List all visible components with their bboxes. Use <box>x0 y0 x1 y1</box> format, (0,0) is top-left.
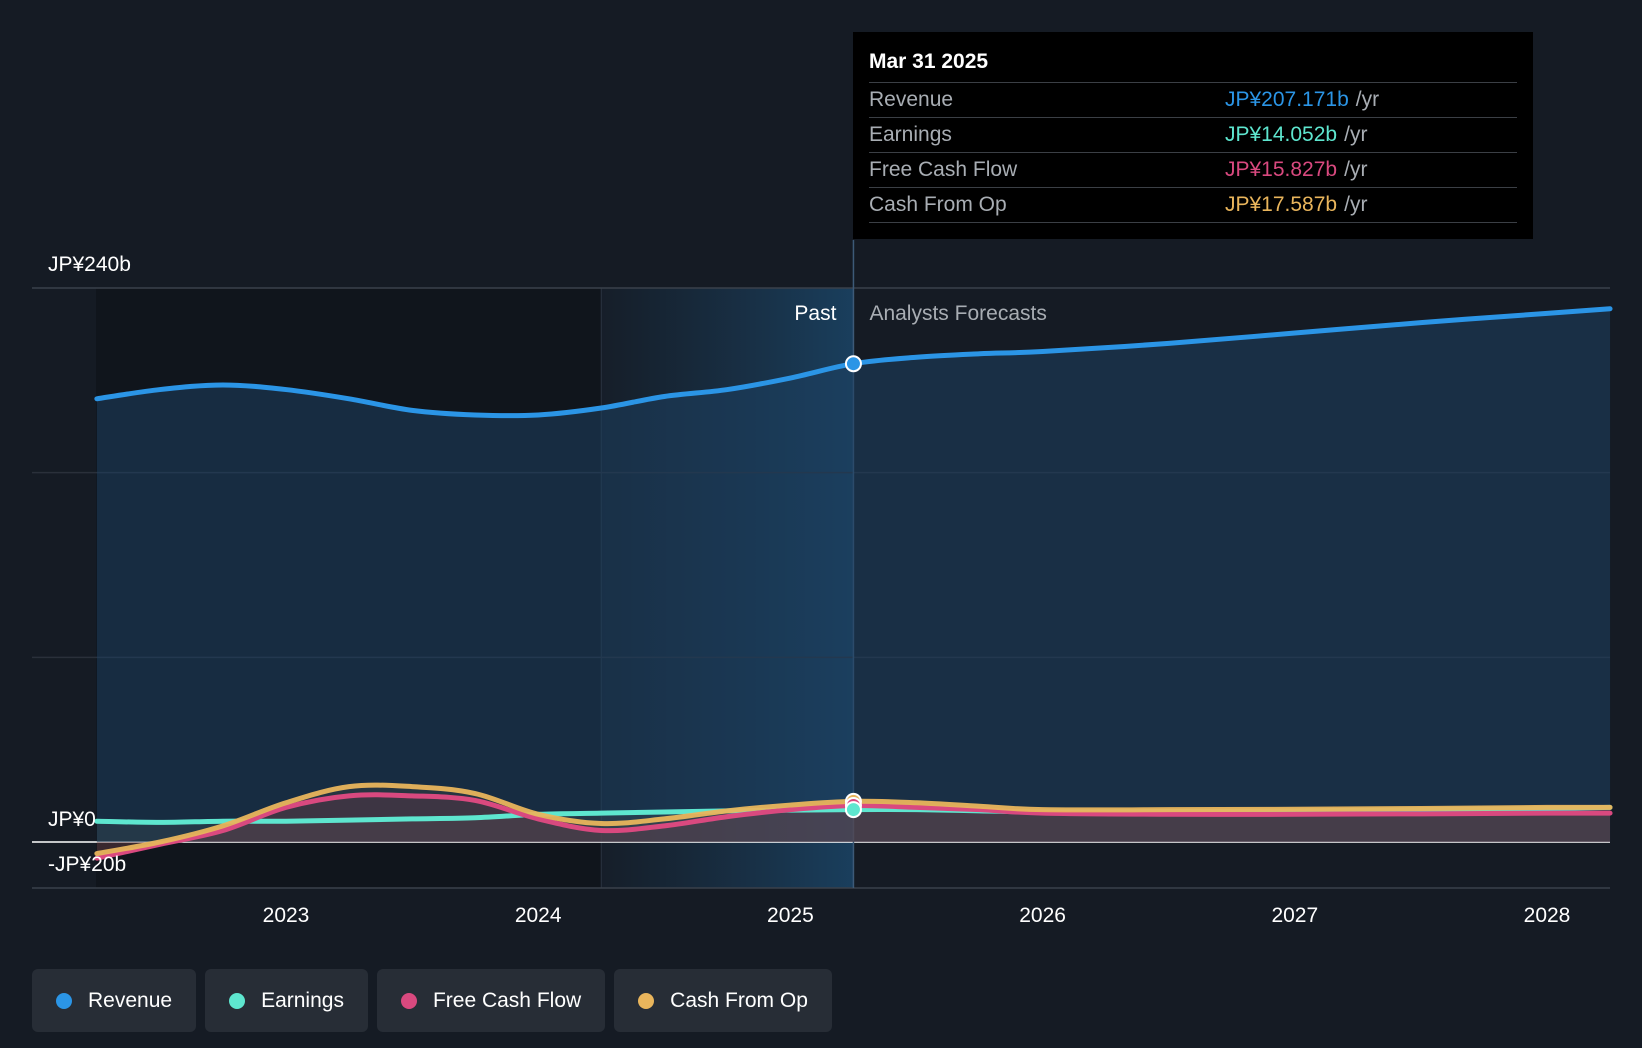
tooltip-unit: /yr <box>1344 123 1368 146</box>
tooltip-unit: /yr <box>1344 158 1368 181</box>
tooltip-row-cash-from-op: Cash From Op JP¥17.587b /yr <box>869 187 1517 223</box>
series-line <box>94 792 1613 861</box>
tooltip-value: JP¥17.587b <box>1225 193 1338 216</box>
tooltip-label: Revenue <box>869 88 954 111</box>
legend-dot-icon <box>638 992 655 1009</box>
tooltip-value: JP¥15.827b <box>1225 158 1338 181</box>
legend-dot-icon <box>229 992 246 1009</box>
tooltip-unit: /yr <box>1355 88 1380 111</box>
series-area <box>96 794 1611 859</box>
y-axis-label: JP¥0 <box>48 808 96 831</box>
legend-label: Revenue <box>88 988 173 1012</box>
legend-item-revenue[interactable]: Revenue <box>32 969 197 1032</box>
legend-item-cash-from-op[interactable]: Cash From Op <box>614 969 832 1032</box>
legend-label: Earnings <box>261 988 344 1012</box>
legend-dot-icon <box>56 992 72 1009</box>
tooltip-date: Mar 31 2025 <box>869 50 989 73</box>
legend: Revenue Earnings Free Cash Flow Cash Fro… <box>32 969 841 1032</box>
series-area <box>96 308 1611 842</box>
x-tick-label: 2024 <box>515 904 562 927</box>
tooltip-unit: /yr <box>1344 193 1368 216</box>
x-tick-label: 2025 <box>767 904 814 927</box>
tooltip-row-free-cash-flow: Free Cash Flow JP¥15.827b /yr <box>869 152 1517 187</box>
legend-item-free-cash-flow[interactable]: Free Cash Flow <box>376 969 606 1032</box>
past-label: Past <box>794 302 836 325</box>
series-marker <box>844 801 862 819</box>
y-axis-label: JP¥240b <box>48 253 131 276</box>
series-line <box>94 782 1613 857</box>
forecast-label: Analysts Forecasts <box>869 302 1046 325</box>
tooltip: Mar 31 2025 Revenue JP¥207.171b /yr Earn… <box>853 32 1533 239</box>
x-tick-label: 2023 <box>263 904 310 927</box>
x-tick-label: 2027 <box>1271 904 1318 927</box>
series-line <box>94 306 1613 419</box>
tooltip-label: Cash From Op <box>869 193 1007 216</box>
tooltip-label: Free Cash Flow <box>869 158 1018 181</box>
x-tick-label: 2028 <box>1524 904 1571 927</box>
tooltip-row-earnings: Earnings JP¥14.052b /yr <box>869 117 1517 152</box>
tooltip-label: Earnings <box>869 123 952 146</box>
x-tick-label: 2026 <box>1019 904 1066 927</box>
legend-label: Cash From Op <box>670 988 808 1012</box>
tooltip-value: JP¥14.052b <box>1225 123 1338 146</box>
series-marker <box>844 355 862 373</box>
y-axis-label: -JP¥20b <box>48 853 126 876</box>
legend-item-earnings[interactable]: Earnings <box>205 969 368 1032</box>
legend-dot-icon <box>400 992 417 1009</box>
legend-label: Free Cash Flow <box>432 988 582 1012</box>
tooltip-value: JP¥207.171b <box>1225 88 1349 111</box>
tooltip-row-revenue: Revenue JP¥207.171b /yr <box>869 82 1517 117</box>
